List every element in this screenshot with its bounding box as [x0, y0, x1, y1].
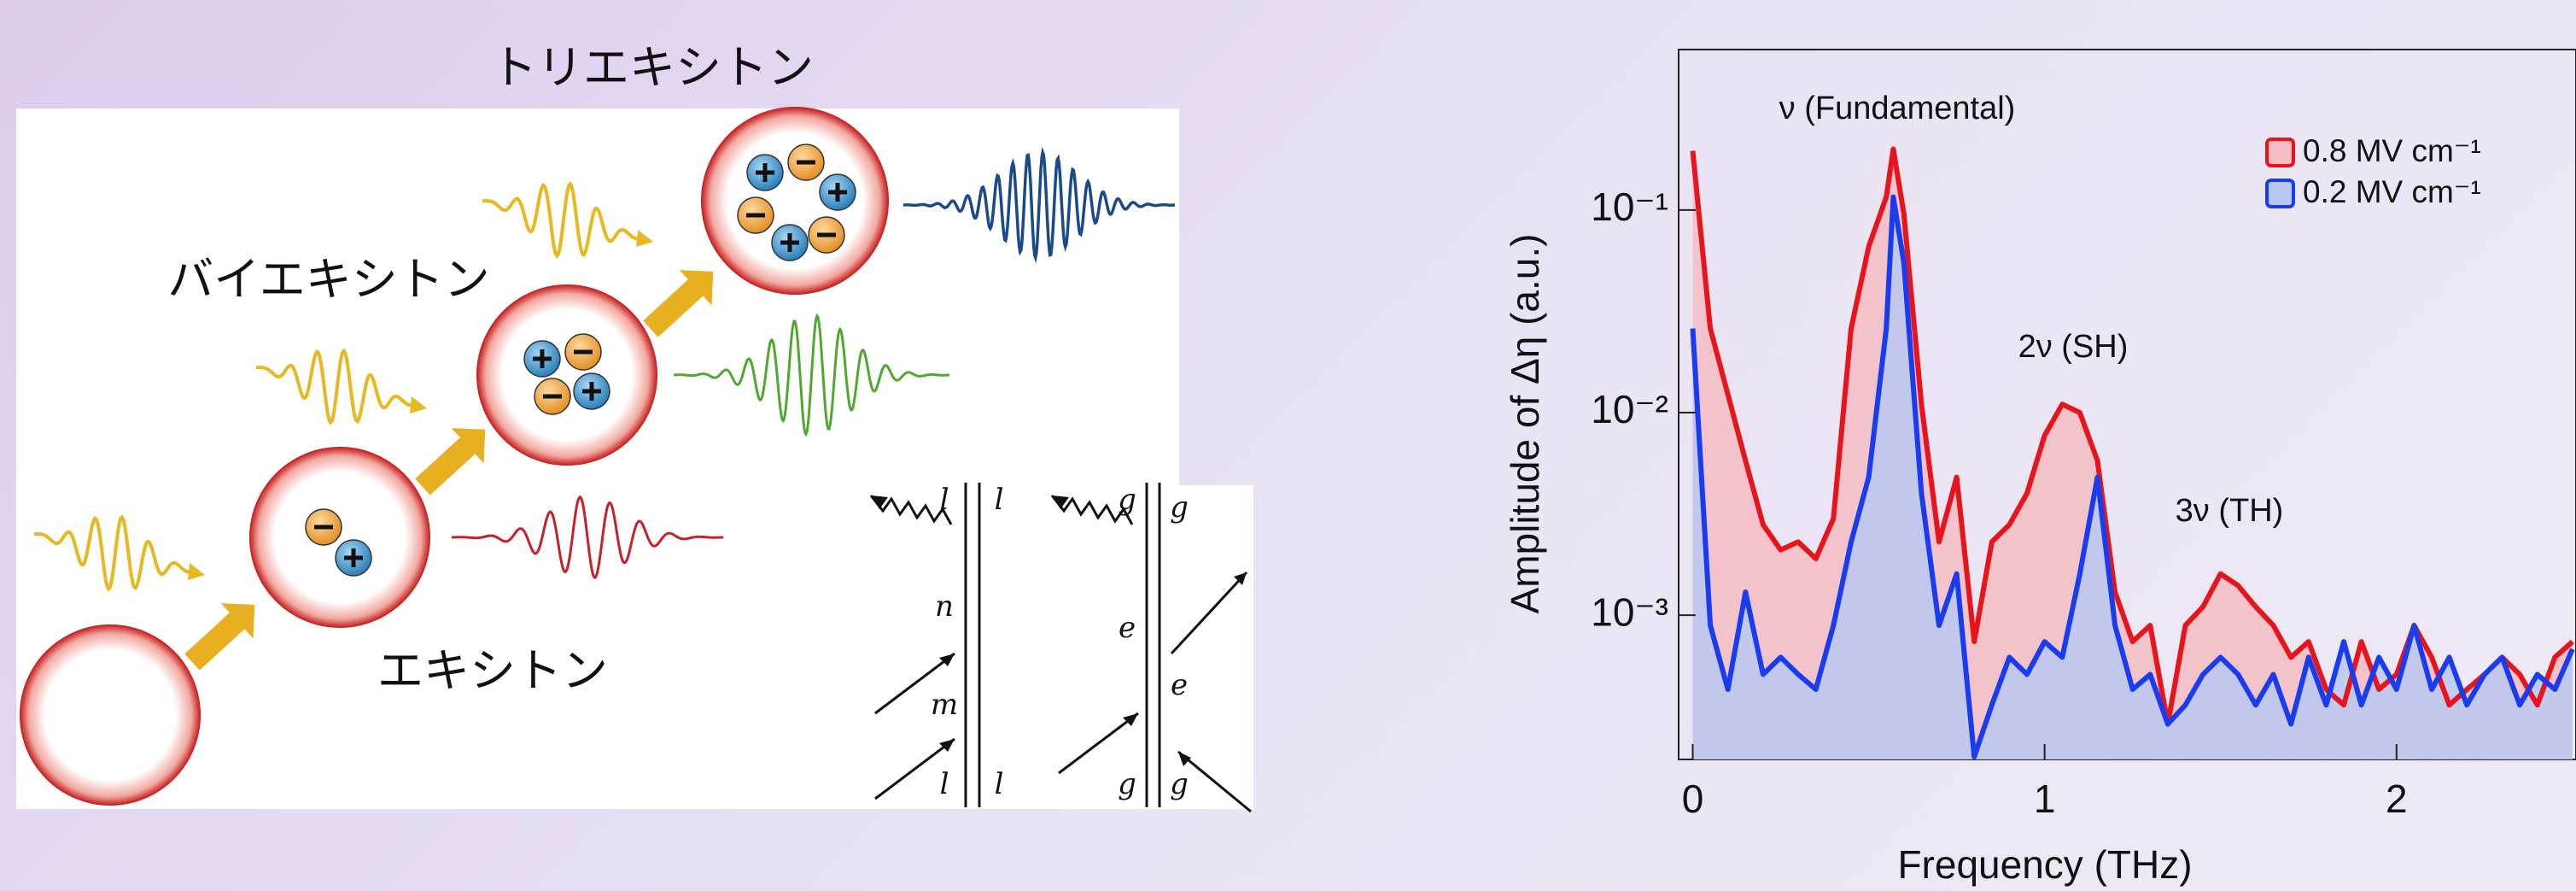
feynman-letter: g [1118, 767, 1136, 801]
feynman-letter: m [931, 688, 958, 722]
y-axis-title: Amplitude of Δη (a.u.) [1503, 234, 1547, 614]
chart: 0 1 2 10⁻¹ 10⁻² 10⁻³ Frequency (THz) Amplitude … [1503, 50, 2576, 887]
figure: トリエキシトン バイエキシトン エキシトン l l n m l l g g e … [0, 0, 2576, 891]
feynman-letter: e [1171, 668, 1188, 702]
y-tick-label: 10⁻¹ [1591, 185, 1668, 229]
feynman-letter: l [995, 483, 1004, 517]
annotation: ν (Fundamental) [1779, 91, 2016, 126]
feynman-letter: g [1170, 490, 1189, 525]
feynman-letter: e [1119, 611, 1136, 645]
x-tick-label: 2 [2386, 777, 2408, 821]
annotation: 2ν (SH) [2018, 329, 2129, 365]
x-tick-label: 0 [1682, 777, 1704, 821]
y-tick-label: 10⁻³ [1591, 589, 1668, 634]
biexciton-label: バイエキシトン [167, 253, 489, 307]
feynman-letter: g [1170, 767, 1189, 801]
exciton-sphere [249, 447, 430, 628]
page: トリエキシトン バイエキシトン エキシトン l l n m l l g g e … [0, 0, 2576, 891]
legend-label: 0.8 MV cm⁻¹ [2303, 133, 2481, 168]
feynman-letter: l [940, 767, 949, 801]
legend-swatch [2267, 180, 2293, 207]
feynman-letter: n [935, 589, 954, 624]
x-tick-label: 1 [2034, 777, 2056, 821]
feynman-letter: g [1118, 483, 1136, 517]
legend-swatch [2267, 139, 2293, 166]
y-tick-label: 10⁻² [1591, 387, 1668, 431]
exciton-label: エキシトン [377, 644, 608, 698]
exciton-sphere [20, 624, 201, 806]
feynman-letter: l [940, 483, 949, 517]
triexciton-label: トリエキシトン [491, 41, 814, 95]
annotation: 3ν (TH) [2176, 493, 2284, 529]
legend-label: 0.2 MV cm⁻¹ [2303, 174, 2481, 209]
x-axis-title: Frequency (THz) [1897, 842, 2192, 887]
feynman-letter: l [995, 767, 1004, 801]
feynman-panel [854, 485, 1253, 809]
exciton-sphere [701, 107, 889, 295]
exciton-sphere [476, 284, 657, 466]
